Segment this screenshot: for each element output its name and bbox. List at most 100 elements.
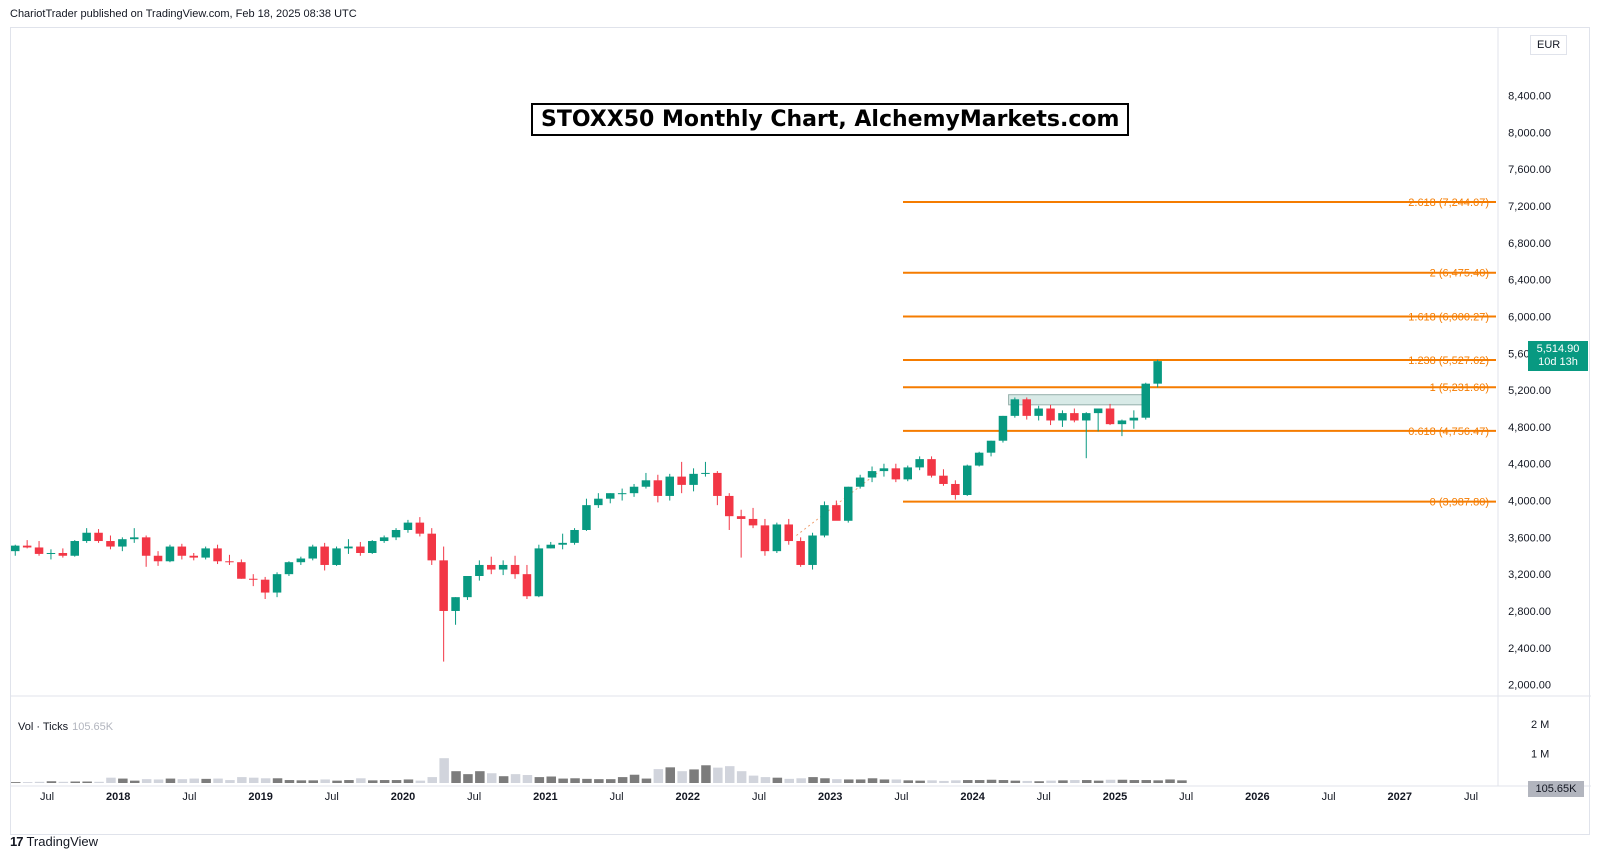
candle-body <box>844 486 853 521</box>
candle-body <box>260 579 270 593</box>
candle-body <box>296 558 306 563</box>
candle-body <box>308 546 317 559</box>
volume-bar <box>70 781 80 783</box>
price-tick-label: 4,400.00 <box>1508 459 1551 471</box>
volume-bar <box>963 780 973 783</box>
fib-level-label: 1.238 (5,527.62) <box>1408 355 1489 367</box>
candle-body <box>237 562 246 579</box>
volume-bar <box>118 778 128 783</box>
candle-body <box>725 495 734 517</box>
time-tick-label: 2020 <box>391 791 415 803</box>
candle-body <box>34 547 44 554</box>
candle-body <box>320 546 329 565</box>
time-tick-label: Jul <box>1464 791 1478 803</box>
candle-body <box>368 541 377 553</box>
price-tick-label: 2,000.00 <box>1508 680 1551 692</box>
volume-bar <box>701 765 711 783</box>
price-chart[interactable]: 8,400.00 8,000.00 7,600.00 7,200.00 6,800.00… <box>11 28 1591 836</box>
candle-body <box>1010 399 1020 416</box>
price-tick-label: 4,000.00 <box>1508 496 1551 508</box>
fib-level-label: 0.618 (4,756.47) <box>1408 426 1489 438</box>
candle-body <box>1082 413 1091 421</box>
volume-bar <box>177 779 188 783</box>
volume-bar <box>808 777 818 783</box>
volume-bar <box>201 778 211 783</box>
price-tick-label: 7,600.00 <box>1508 164 1551 176</box>
candle-body <box>379 537 389 542</box>
time-tick-label: 2025 <box>1103 791 1127 803</box>
candle-body <box>344 546 353 549</box>
time-tick-label: Jul <box>610 791 624 803</box>
volume-bar <box>1034 781 1044 783</box>
volume-bar <box>272 778 283 783</box>
time-tick-label: 2027 <box>1388 791 1412 803</box>
volume-bar <box>1105 779 1116 783</box>
candle-body <box>653 480 663 496</box>
candle-body <box>939 475 948 484</box>
time-tick-label: Jul <box>894 791 908 803</box>
volume-bar <box>1082 780 1092 783</box>
candle-body <box>225 561 234 563</box>
candle-body <box>855 477 865 487</box>
candle-body <box>629 486 639 494</box>
candle-body <box>1070 413 1079 421</box>
footer-branding[interactable]: 17 TradingView <box>10 834 98 849</box>
candle-body <box>11 545 20 552</box>
volume-bar <box>748 775 759 783</box>
candle-body <box>498 564 508 570</box>
volume-bar <box>1141 780 1151 783</box>
volume-bar <box>498 776 509 783</box>
candle-body <box>70 541 79 556</box>
time-tick-label: Jul <box>182 791 196 803</box>
candle-body <box>451 597 460 611</box>
chart-title: STOXX50 Monthly Chart, AlchemyMarkets.co… <box>531 103 1130 136</box>
candle-body <box>974 452 984 466</box>
volume-tag: 105.65K <box>1528 781 1584 797</box>
volume-indicator-label[interactable]: Vol · Ticks 105.65K <box>18 721 113 733</box>
time-tick-label: 2024 <box>960 791 985 803</box>
volume-bar <box>332 780 342 783</box>
currency-label[interactable]: EUR <box>1530 35 1568 55</box>
volume-bar <box>1058 780 1068 783</box>
candle-body <box>22 545 32 548</box>
volume-bar <box>725 766 735 783</box>
volume-bar <box>939 780 949 783</box>
candle-body <box>249 578 258 580</box>
volume-bar <box>1153 780 1163 783</box>
candle-body <box>772 524 782 552</box>
candle-body <box>1129 417 1139 421</box>
volume-bar <box>415 780 426 783</box>
price-tick-label: 3,200.00 <box>1508 569 1551 581</box>
volume-bar <box>237 777 247 783</box>
candle-body <box>106 541 115 547</box>
volume-bar <box>1165 779 1175 783</box>
candle-body <box>130 537 139 540</box>
volume-bar <box>903 780 913 783</box>
candle-body <box>820 505 829 536</box>
volume-bar <box>344 780 354 783</box>
candle-body <box>1046 408 1055 421</box>
bar-countdown: 10d 13h <box>1538 356 1578 368</box>
volume-bar <box>58 781 69 783</box>
candle-body <box>927 459 936 476</box>
volume-bar <box>379 780 390 783</box>
candle-body <box>356 546 365 553</box>
candle-body <box>986 440 996 453</box>
candle-body <box>1022 399 1031 416</box>
volume-bar <box>617 777 628 783</box>
candle-body <box>463 576 472 598</box>
price-tick-label: 4,800.00 <box>1508 422 1551 434</box>
volume-bar <box>153 779 164 783</box>
price-tick-label: 7,200.00 <box>1508 201 1551 213</box>
price-tick-label: 6,800.00 <box>1508 238 1551 250</box>
volume-bar <box>820 778 830 783</box>
volume-bar <box>320 779 330 783</box>
volume-tick-label: 1 M <box>1531 748 1549 760</box>
volume-bar <box>356 778 366 783</box>
volume-bar <box>403 779 414 783</box>
candle-body <box>594 498 603 506</box>
candle-body <box>153 555 163 562</box>
candle-body <box>213 548 222 562</box>
candle-body <box>189 555 198 558</box>
candle-body <box>1058 413 1067 421</box>
